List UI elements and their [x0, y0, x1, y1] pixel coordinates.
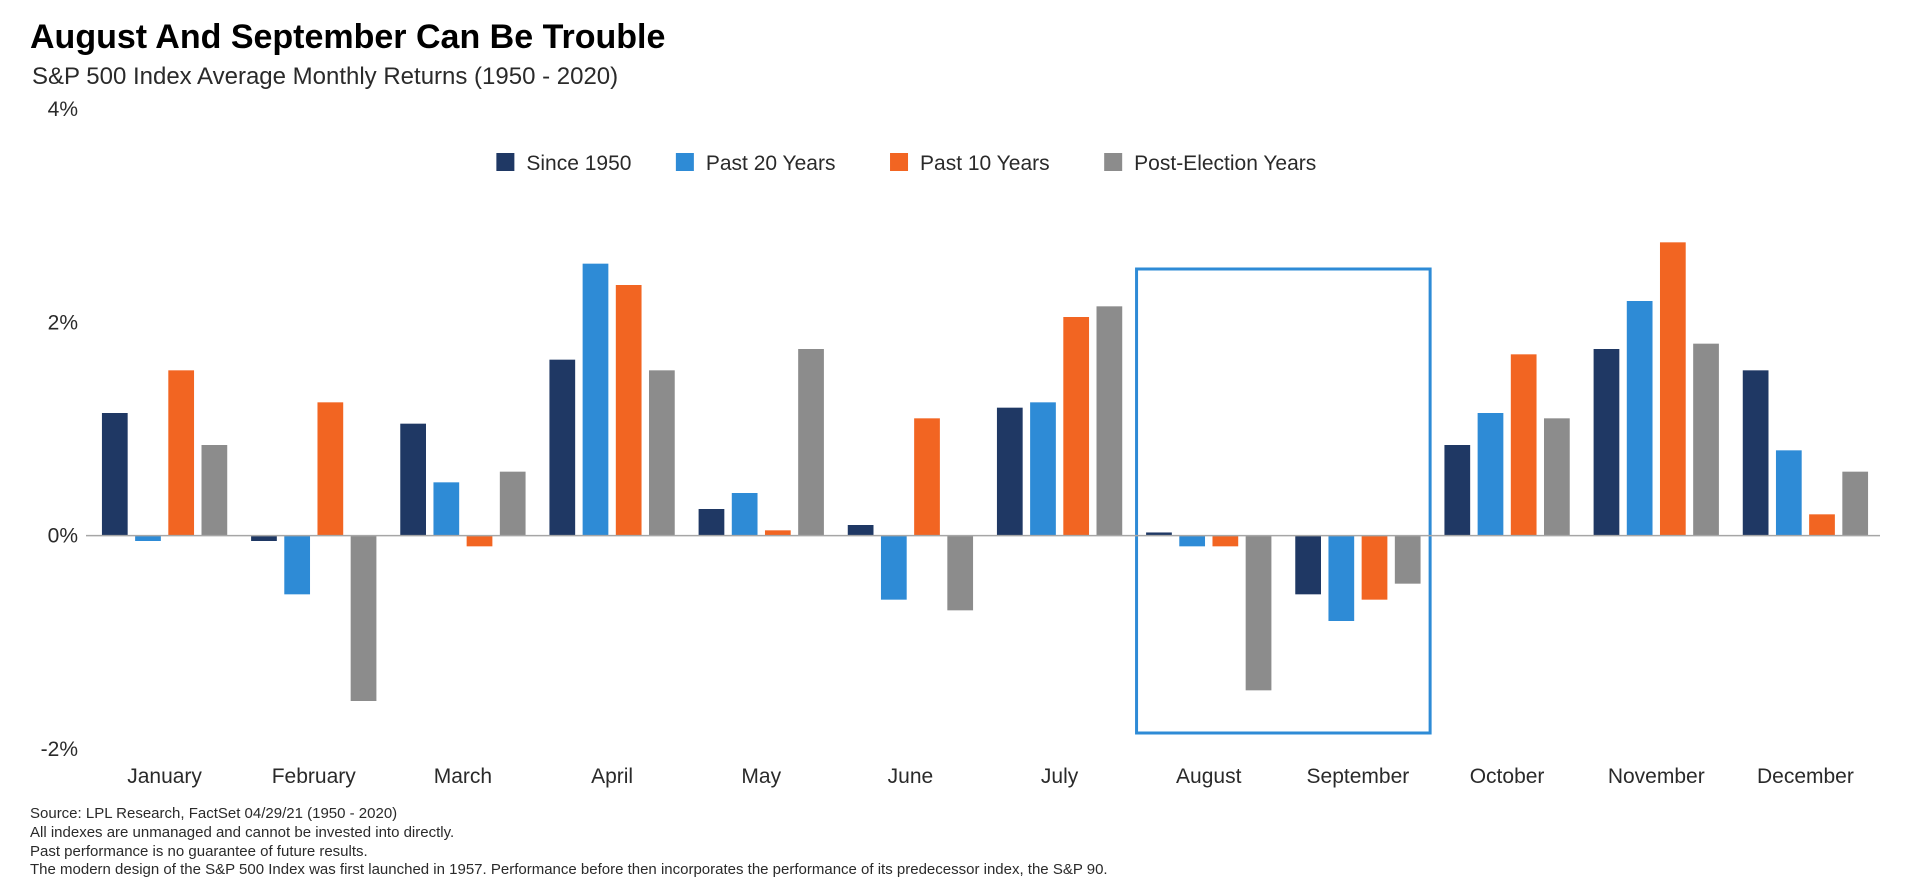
- x-tick-label: February: [272, 765, 357, 788]
- bar: [1063, 317, 1089, 536]
- bar: [914, 418, 940, 535]
- x-tick-label: December: [1757, 765, 1854, 788]
- x-tick-label: August: [1176, 765, 1242, 788]
- x-tick-label: September: [1307, 765, 1410, 788]
- highlight-box: [1137, 269, 1431, 733]
- bar: [997, 408, 1023, 536]
- bar: [1511, 354, 1537, 535]
- bar: [1444, 445, 1470, 536]
- legend: Since 1950 Past 20 Years Past 10 Years Post…: [496, 152, 1316, 175]
- source-footer: Source: LPL Research, FactSet 04/29/21 (…: [30, 805, 1890, 880]
- bar: [1627, 301, 1653, 536]
- y-tick-label: 0%: [48, 525, 78, 548]
- x-tick-label: October: [1470, 765, 1545, 788]
- bar: [467, 536, 493, 547]
- legend-swatch: [890, 153, 908, 171]
- chart-subtitle: S&P 500 Index Average Monthly Returns (1…: [32, 63, 1890, 91]
- bar: [1809, 514, 1835, 535]
- bar: [616, 285, 642, 536]
- x-tick-label: April: [591, 765, 633, 788]
- bar: [1594, 349, 1620, 536]
- bar: [168, 370, 194, 535]
- legend-swatch: [496, 153, 514, 171]
- bar: [583, 264, 609, 536]
- bar: [848, 525, 874, 536]
- legend-label: Past 10 Years: [920, 152, 1050, 175]
- y-tick-label: 2%: [48, 311, 78, 334]
- bar: [1179, 536, 1205, 547]
- x-tick-label: March: [434, 765, 492, 788]
- bar: [400, 424, 426, 536]
- bar: [251, 536, 277, 541]
- y-tick-label: 4%: [48, 99, 78, 121]
- legend-label: Past 20 Years: [706, 152, 836, 175]
- bar: [1328, 536, 1354, 621]
- y-tick-label: -2%: [41, 738, 78, 761]
- bar: [1212, 536, 1238, 547]
- bar: [1395, 536, 1421, 584]
- legend-swatch: [1104, 153, 1122, 171]
- chart-title: August And September Can Be Trouble: [30, 18, 1890, 57]
- bar: [202, 445, 228, 536]
- bar: [765, 530, 791, 535]
- bar: [1544, 418, 1570, 535]
- legend-swatch: [676, 153, 694, 171]
- bar: [1743, 370, 1769, 535]
- bar: [699, 509, 725, 536]
- bar: [1693, 344, 1719, 536]
- bar: [1030, 402, 1056, 535]
- bar: [549, 360, 575, 536]
- bar: [500, 472, 526, 536]
- x-tick-label: May: [741, 765, 781, 788]
- chart-area: -2% 0% 2% 4% January February March April May Jun…: [30, 99, 1890, 799]
- legend-label: Post-Election Years: [1134, 152, 1316, 175]
- bar: [1295, 536, 1321, 595]
- bar: [284, 536, 310, 595]
- footer-line: Past performance is no guarantee of futu…: [30, 843, 1890, 862]
- x-tick-label: November: [1608, 765, 1705, 788]
- footer-line: Source: LPL Research, FactSet 04/29/21 (…: [30, 805, 1890, 824]
- x-tick-label: January: [127, 765, 202, 788]
- bar: [317, 402, 343, 535]
- bar: [1776, 450, 1802, 535]
- x-tick-label: June: [888, 765, 934, 788]
- bar: [102, 413, 128, 536]
- bar: [1097, 306, 1123, 535]
- bar: [947, 536, 973, 611]
- bar: [351, 536, 377, 701]
- bar: [1478, 413, 1504, 536]
- bar: [649, 370, 675, 535]
- bar: [1246, 536, 1272, 691]
- bar: [732, 493, 758, 536]
- bar: [798, 349, 824, 536]
- footer-line: All indexes are unmanaged and cannot be …: [30, 824, 1890, 843]
- legend-label: Since 1950: [526, 152, 631, 175]
- x-tick-label: July: [1041, 765, 1079, 788]
- bar: [433, 482, 459, 535]
- bar: [1362, 536, 1388, 600]
- bar: [1660, 242, 1686, 535]
- bar: [881, 536, 907, 600]
- bar: [135, 536, 161, 541]
- grouped-bar-chart: -2% 0% 2% 4% January February March April May Jun…: [30, 99, 1890, 799]
- footer-line: The modern design of the S&P 500 Index w…: [30, 861, 1890, 880]
- bar: [1842, 472, 1868, 536]
